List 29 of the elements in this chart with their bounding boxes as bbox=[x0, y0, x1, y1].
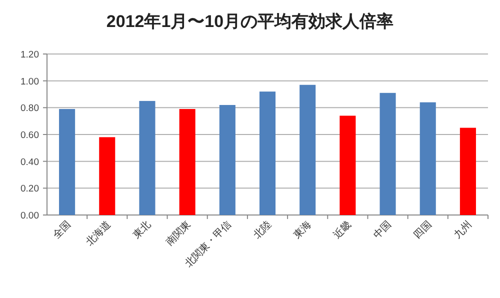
bar bbox=[300, 84, 316, 215]
bar bbox=[460, 128, 476, 215]
x-tick-label: 四国 bbox=[412, 219, 434, 242]
chart-title: 2012年1月〜10月の平均有効求人倍率 bbox=[106, 12, 394, 31]
x-tick-label: 近畿 bbox=[331, 218, 354, 242]
bar bbox=[340, 116, 356, 215]
y-tick-label: 0.20 bbox=[20, 184, 39, 195]
x-tick-label: 北陸 bbox=[250, 218, 274, 242]
y-tick-label: 0.60 bbox=[20, 130, 39, 141]
bar bbox=[139, 100, 156, 215]
x-tick-label: 北海道 bbox=[84, 218, 114, 248]
y-tick-label: 0.40 bbox=[20, 156, 39, 168]
y-tick-label: 1.00 bbox=[20, 76, 39, 88]
x-tick-label: 九州 bbox=[451, 218, 474, 242]
x-tick-label: 中国 bbox=[371, 218, 394, 242]
y-tick-label: 0.80 bbox=[20, 103, 39, 114]
bar bbox=[380, 92, 396, 215]
bar bbox=[219, 104, 236, 215]
bar bbox=[259, 92, 276, 215]
x-tick-label: 南関東 bbox=[164, 218, 194, 248]
y-tick-label: 1.20 bbox=[20, 50, 39, 60]
x-tick-label: 東海 bbox=[291, 218, 314, 242]
bar bbox=[420, 102, 436, 215]
x-tick-label: 東北 bbox=[130, 218, 154, 242]
bar bbox=[59, 109, 76, 215]
bar bbox=[99, 137, 116, 215]
y-tick-label: 0.00 bbox=[20, 210, 39, 222]
bar bbox=[179, 109, 196, 215]
x-tick-label: 全国 bbox=[50, 218, 74, 242]
